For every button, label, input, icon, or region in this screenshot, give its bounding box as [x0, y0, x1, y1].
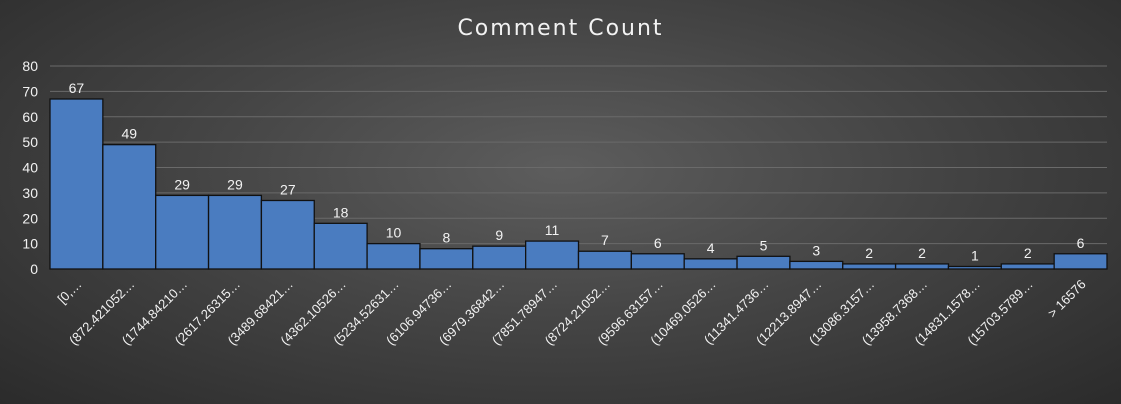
y-tick-label: 40 — [22, 160, 38, 176]
data-label: 2 — [918, 245, 926, 261]
bar — [630, 253, 685, 270]
data-label: 5 — [760, 237, 768, 253]
y-tick-label: 70 — [22, 83, 38, 99]
data-label: 6 — [1077, 235, 1085, 251]
data-label: 10 — [386, 225, 402, 241]
bar — [683, 258, 738, 270]
data-label: 49 — [121, 126, 137, 142]
bar — [577, 250, 632, 270]
data-label: 7 — [601, 232, 609, 248]
data-label: 29 — [174, 176, 190, 192]
bar — [313, 222, 368, 270]
bar — [49, 98, 104, 270]
y-tick-label: 20 — [22, 210, 38, 226]
bar — [1000, 263, 1055, 270]
data-label: 3 — [812, 242, 820, 258]
y-tick-label: 10 — [22, 236, 38, 252]
data-label: 2 — [865, 245, 873, 261]
data-label: 18 — [333, 204, 349, 220]
data-label: 6 — [654, 235, 662, 251]
bar — [789, 260, 844, 270]
bar — [947, 265, 1002, 270]
bar — [419, 248, 474, 270]
chart-title: Comment Count — [457, 16, 664, 41]
data-label: 27 — [280, 181, 296, 197]
bar — [842, 263, 897, 270]
bar — [260, 199, 315, 270]
bar — [207, 194, 263, 270]
y-tick-label: 0 — [30, 261, 38, 277]
bar — [894, 263, 950, 270]
data-label: 1 — [971, 247, 979, 263]
y-tick-label: 50 — [22, 134, 38, 150]
data-label: 4 — [707, 240, 715, 256]
data-label: 11 — [545, 222, 560, 238]
bar — [1053, 253, 1108, 270]
y-tick-label: 60 — [22, 109, 38, 125]
data-label: 8 — [442, 230, 450, 246]
data-label: 29 — [227, 176, 243, 192]
y-tick-label: 80 — [22, 58, 38, 74]
bar — [366, 242, 421, 270]
bar — [102, 144, 157, 270]
bar — [525, 240, 580, 270]
bar — [472, 245, 527, 270]
y-tick-label: 30 — [22, 185, 38, 201]
x-tick-label: [0,… — [55, 277, 85, 307]
x-tick-label: > 16576 — [1045, 277, 1089, 321]
data-label: 67 — [69, 80, 85, 96]
bar — [736, 255, 791, 270]
data-label: 9 — [495, 227, 503, 243]
bar — [155, 194, 210, 270]
data-label: 2 — [1024, 245, 1032, 261]
